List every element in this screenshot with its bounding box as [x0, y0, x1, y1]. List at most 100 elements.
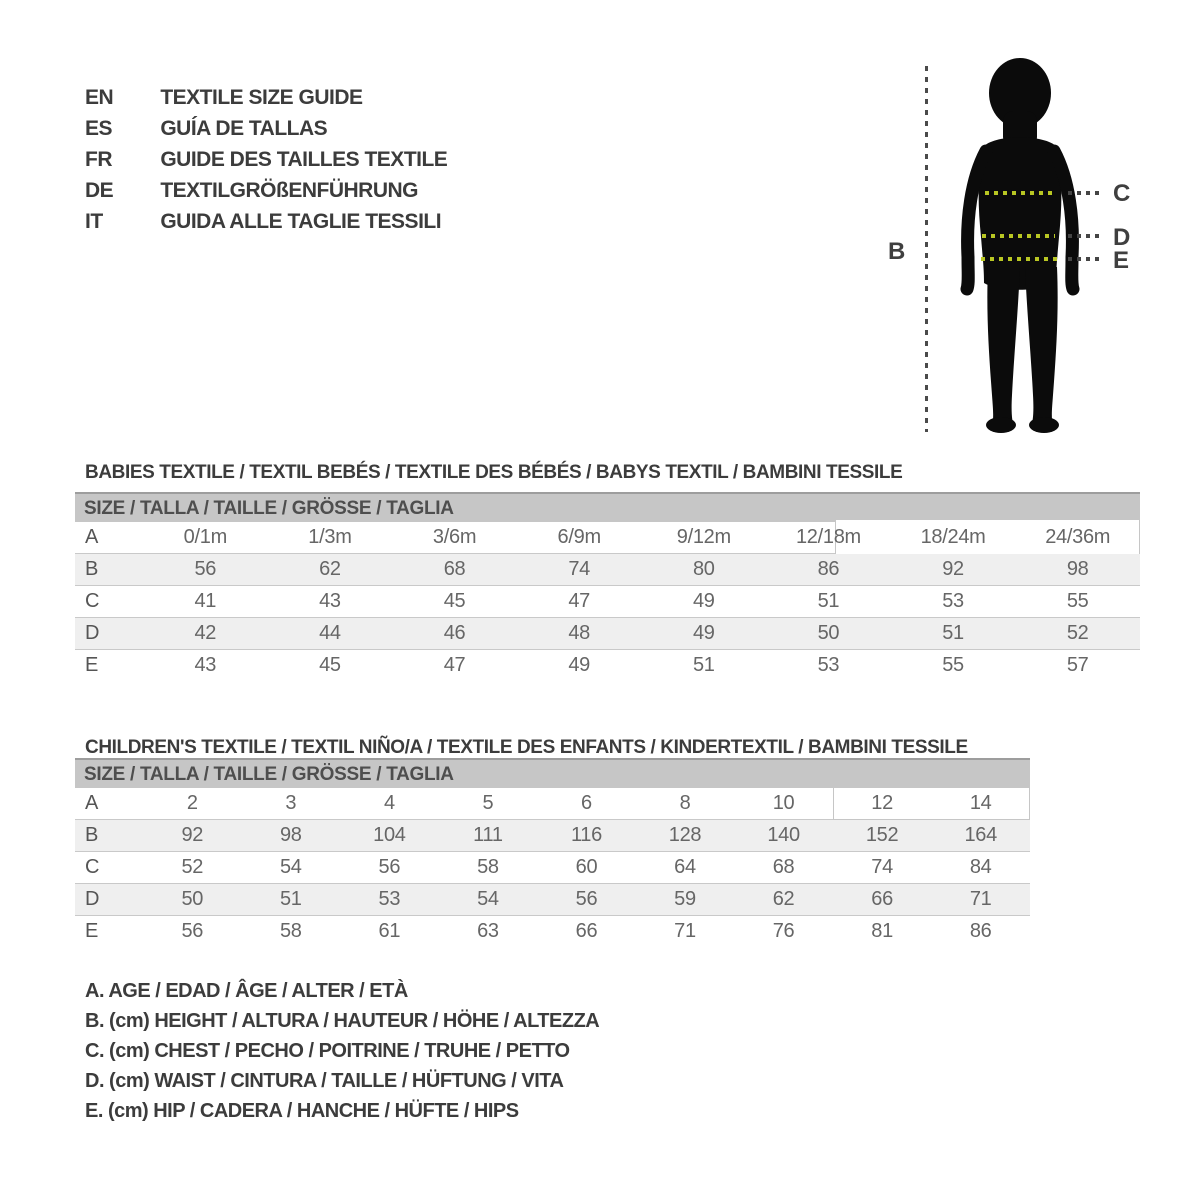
- children-size-table: SIZE / TALLA / TAILLE / GRÖSSE / TAGLIA …: [75, 758, 1030, 947]
- size-value-cell: 66: [832, 883, 932, 916]
- children-section-heading: CHILDREN'S TEXTILE / TEXTIL NIÑO/A / TEX…: [85, 736, 968, 758]
- size-value-cell: 5: [482, 792, 494, 814]
- size-value-cell: 41: [194, 590, 217, 612]
- size-value-cell: 48: [516, 617, 642, 650]
- hip-measure-line: [981, 257, 1057, 261]
- size-value-cell: 45: [443, 590, 466, 612]
- height-dotted-line: [925, 66, 928, 432]
- size-value-cell: 51: [692, 654, 715, 676]
- guide-title: TEXTILE SIZE GUIDE: [160, 86, 363, 109]
- size-value-cell: 74: [516, 553, 642, 586]
- size-value-cell: 62: [267, 553, 393, 586]
- babies-size-table: SIZE / TALLA / TAILLE / GRÖSSE / TAGLIA …: [75, 492, 1140, 681]
- size-table-row: B 92 98 104 111 116 128 140 152 164: [75, 819, 1030, 852]
- size-value-cell: 18/24m: [920, 526, 986, 548]
- size-value-cell: 59: [635, 883, 735, 916]
- size-value-cell: 53: [942, 590, 964, 612]
- size-value-cell: 86: [766, 553, 891, 586]
- row-measure-label: A: [85, 792, 99, 814]
- size-header-label: SIZE / TALLA / TAILLE / GRÖSSE / TAGLIA: [84, 498, 454, 519]
- size-value-cell: 3/6m: [432, 526, 477, 548]
- size-value-cell: 49: [568, 654, 591, 676]
- size-value-cell: 49: [692, 590, 715, 612]
- size-value-cell: 61: [378, 920, 401, 942]
- size-value-cell: 43: [319, 590, 341, 612]
- size-value-cell: 68: [392, 553, 517, 586]
- row-measure-label: D: [75, 883, 143, 916]
- size-value-cell: 63: [477, 920, 499, 942]
- measurement-figure: B C D E: [880, 50, 1170, 450]
- size-value-cell: 2: [186, 792, 198, 814]
- size-value-cell: 51: [241, 883, 341, 916]
- size-value-cell: 12/18m: [795, 526, 861, 548]
- size-value-cell: 81: [871, 920, 893, 942]
- legend-item-waist: D. (cm) WAIST / CINTURA / TAILLE / HÜFTU…: [85, 1070, 564, 1092]
- language-row: ES GUÍA DE TALLAS: [85, 113, 447, 144]
- size-table-row: E 43 45 47 49 51 53 55 57: [75, 650, 1140, 682]
- size-value-cell: 52: [1015, 617, 1140, 650]
- size-value-cell: 8: [679, 792, 691, 814]
- size-value-cell: 74: [871, 856, 893, 878]
- size-value-cell: 6/9m: [557, 526, 602, 548]
- size-value-cell: 76: [772, 920, 795, 942]
- size-value-cell: 111: [438, 819, 538, 852]
- size-value-cell: 4: [383, 792, 395, 814]
- language-code: ES: [85, 117, 113, 140]
- legend-item-chest: C. (cm) CHEST / PECHO / POITRINE / TRUHE…: [85, 1040, 570, 1062]
- size-table-row: C 52 54 56 58 60 64 68 74 84: [75, 852, 1030, 884]
- size-value-cell: 80: [641, 553, 767, 586]
- row-measure-label: D: [75, 617, 143, 650]
- language-code: DE: [85, 179, 114, 202]
- highlight-box: [833, 787, 1030, 820]
- size-value-cell: 47: [568, 590, 591, 612]
- size-value-cell: 45: [319, 654, 341, 676]
- row-measure-label: B: [75, 819, 143, 852]
- chest-measure-label: C: [1113, 180, 1131, 207]
- guide-title: GUÍA DE TALLAS: [160, 117, 328, 140]
- hip-measure-label: E: [1113, 247, 1130, 274]
- size-value-cell: 24/36m: [1045, 526, 1111, 548]
- size-value-cell: 51: [890, 617, 1016, 650]
- size-value-cell: 98: [1015, 553, 1140, 586]
- size-value-cell: 42: [143, 617, 268, 650]
- size-value-cell: 14: [969, 792, 992, 814]
- size-value-cell: 54: [438, 883, 538, 916]
- language-row: IT GUIDA ALLE TAGLIE TESSILI: [85, 206, 447, 237]
- size-value-cell: 1/3m: [308, 526, 352, 548]
- size-value-cell: 71: [674, 920, 696, 942]
- size-table-row: D 50 51 53 54 56 59 62 66 71: [75, 883, 1030, 916]
- size-value-cell: 55: [942, 654, 964, 676]
- size-header-bar: SIZE / TALLA / TAILLE / GRÖSSE / TAGLIA: [75, 492, 1140, 522]
- size-table-row: B 56 62 68 74 80 86 92 98: [75, 553, 1140, 586]
- waist-measure-line: [982, 234, 1055, 238]
- size-value-cell: 58: [279, 920, 302, 942]
- size-value-cell: 12: [871, 792, 893, 814]
- size-value-cell: 104: [340, 819, 439, 852]
- size-value-cell: 116: [537, 819, 636, 852]
- size-value-cell: 0/1m: [183, 526, 228, 548]
- row-measure-label: A: [85, 526, 99, 548]
- size-value-cell: 62: [734, 883, 833, 916]
- size-table-row: E 56 58 61 63 66 71 76 81 86: [75, 916, 1030, 948]
- size-value-cell: 52: [181, 856, 204, 878]
- language-code: EN: [85, 86, 114, 109]
- language-row: DE TEXTILGRÖßENFÜHRUNG: [85, 175, 447, 206]
- size-value-cell: 9/12m: [676, 526, 731, 548]
- hip-guide-line: [1068, 257, 1104, 261]
- row-measure-label: E: [85, 654, 99, 676]
- language-code: IT: [85, 210, 103, 233]
- size-value-cell: 44: [267, 617, 393, 650]
- guide-title: GUIDE DES TAILLES TEXTILE: [160, 148, 448, 171]
- language-title-list: EN TEXTILE SIZE GUIDE ES GUÍA DE TALLAS …: [85, 82, 448, 237]
- size-value-cell: 53: [340, 883, 439, 916]
- size-value-cell: 43: [194, 654, 217, 676]
- size-value-cell: 47: [443, 654, 466, 676]
- legend-item-age: A. AGE / EDAD / ÂGE / ALTER / ETÀ: [85, 980, 408, 1002]
- row-measure-label: B: [75, 553, 143, 586]
- measurement-legend: A. AGE / EDAD / ÂGE / ALTER / ETÀ B. (cm…: [85, 976, 600, 1126]
- size-value-cell: 71: [931, 883, 1030, 916]
- size-value-cell: 50: [766, 617, 891, 650]
- size-value-cell: 140: [734, 819, 833, 852]
- size-value-cell: 6: [581, 792, 592, 814]
